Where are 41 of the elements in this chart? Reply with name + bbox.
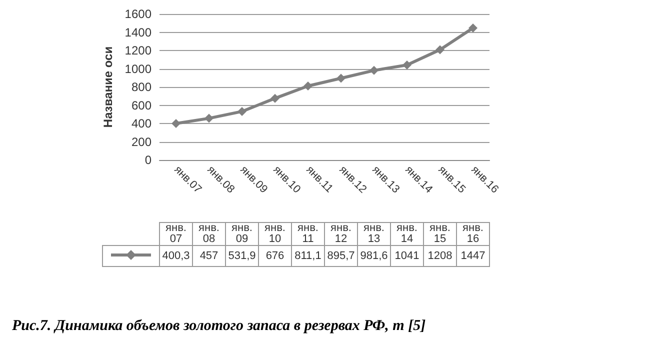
category-label: янв.08	[198, 222, 220, 245]
data-label: 981,6	[358, 246, 390, 266]
y-tick-label: 800	[131, 80, 152, 94]
category-label: янв.07	[166, 222, 186, 245]
y-tick-label: 600	[131, 98, 152, 112]
category-label: янв.13	[364, 222, 384, 245]
y-tick-label: 400	[131, 116, 152, 130]
data-label: 1041	[390, 246, 424, 266]
data-label: 400,3	[160, 246, 192, 266]
point	[468, 23, 478, 32]
point	[172, 118, 180, 128]
point	[238, 106, 246, 116]
y-tick-label: 0	[144, 153, 152, 167]
point	[204, 114, 214, 123]
point	[402, 60, 412, 70]
point	[370, 66, 378, 75]
y-axis-title: Название оси	[100, 46, 115, 128]
y-tick-label: 1000	[124, 62, 152, 76]
data-label: 457	[192, 246, 226, 266]
y-tick-label: 200	[131, 134, 152, 149]
y-tick-label: 1200	[124, 44, 152, 58]
data-label: 811,1	[292, 246, 324, 266]
point	[336, 74, 346, 83]
category-label: янв.14	[396, 222, 418, 245]
data-label: 1208	[424, 246, 456, 266]
y-tick-label: 1400	[124, 25, 152, 40]
data-label: 895,7	[324, 246, 358, 266]
category-label: янв.15	[430, 222, 450, 245]
category-label: янв.16	[462, 222, 484, 245]
category-label: янв.10	[264, 222, 286, 245]
text: Рис.7. Динамика объемов золотого запаса в резервах РФ, т [5]	[12, 318, 426, 335]
point	[304, 81, 312, 90]
y-tick-label: 1600	[124, 7, 152, 21]
data-label: 676	[258, 246, 292, 266]
data-label: 1447	[456, 246, 490, 266]
point	[270, 94, 280, 103]
category-label: янв.12	[330, 222, 352, 245]
category-label: янв.11	[298, 222, 318, 245]
point	[436, 45, 444, 54]
data-label: 531,9	[226, 246, 258, 266]
category-label: янв.09	[232, 222, 252, 245]
